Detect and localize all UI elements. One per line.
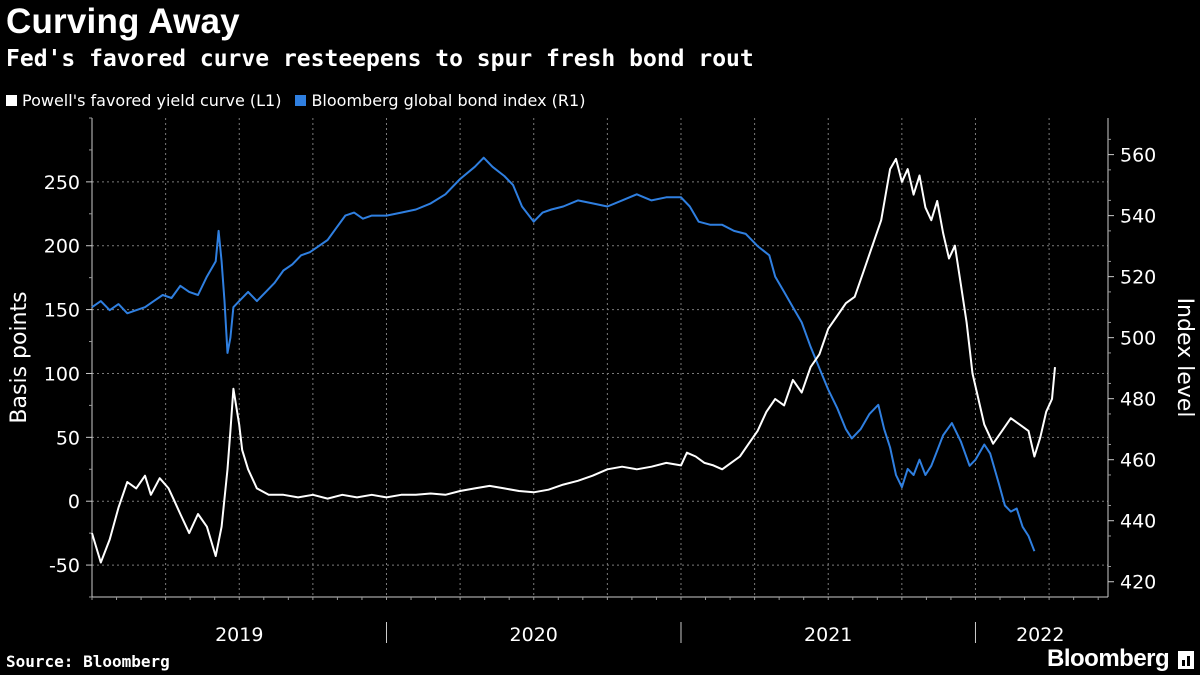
left-axis-tick-label: 150 — [44, 300, 80, 322]
terminal-icon — [1178, 651, 1194, 669]
x-axis-tick-label: 2019 — [215, 624, 263, 646]
chart-subtitle: Fed's favored curve resteepens to spur f… — [6, 46, 754, 72]
chart-title: Curving Away — [6, 2, 240, 41]
left-axis-tick-label: 50 — [56, 427, 80, 449]
right-axis-tick-label: 520 — [1120, 267, 1156, 289]
left-axis-title: Basis points — [7, 291, 32, 423]
x-axis-tick-label: 2022 — [1016, 624, 1064, 646]
legend-label-bond-index: Bloomberg global bond index (R1) — [311, 91, 586, 110]
right-axis-title: Index level — [1172, 298, 1197, 418]
right-axis-tick-label: 440 — [1120, 511, 1156, 533]
right-axis-tick-label: 560 — [1120, 145, 1156, 167]
legend-item-bond-index: Bloomberg global bond index (R1) — [295, 91, 585, 110]
x-axis-tick-label: 2020 — [510, 624, 558, 646]
series-line-yield-curve — [91, 157, 1056, 564]
legend-swatch-white — [6, 95, 17, 106]
right-axis-tick-label: 540 — [1120, 206, 1156, 228]
brand-logo: Bloomberg — [1047, 645, 1170, 672]
left-axis-tick-label: 100 — [44, 363, 80, 385]
x-axis-tick-label: 2021 — [804, 624, 852, 646]
series-line-bond-index — [91, 156, 1036, 552]
right-axis-tick-label: 480 — [1120, 389, 1156, 411]
left-axis-tick-label: 200 — [44, 236, 80, 258]
left-axis-tick-label: -50 — [49, 555, 80, 577]
legend-swatch-blue — [295, 95, 307, 106]
left-axis-tick-label: 0 — [68, 491, 80, 513]
legend: Powell's favored yield curve (L1) Bloomb… — [6, 91, 585, 110]
right-axis-tick-label: 460 — [1120, 450, 1156, 472]
legend-label-yield-curve: Powell's favored yield curve (L1) — [22, 91, 282, 110]
right-axis-tick-label: 420 — [1120, 572, 1156, 594]
left-axis-tick-label: 250 — [44, 172, 80, 194]
right-axis-tick-label: 500 — [1120, 328, 1156, 350]
source-note: Source: Bloomberg — [6, 652, 170, 671]
legend-item-yield-curve: Powell's favored yield curve (L1) — [6, 91, 281, 110]
